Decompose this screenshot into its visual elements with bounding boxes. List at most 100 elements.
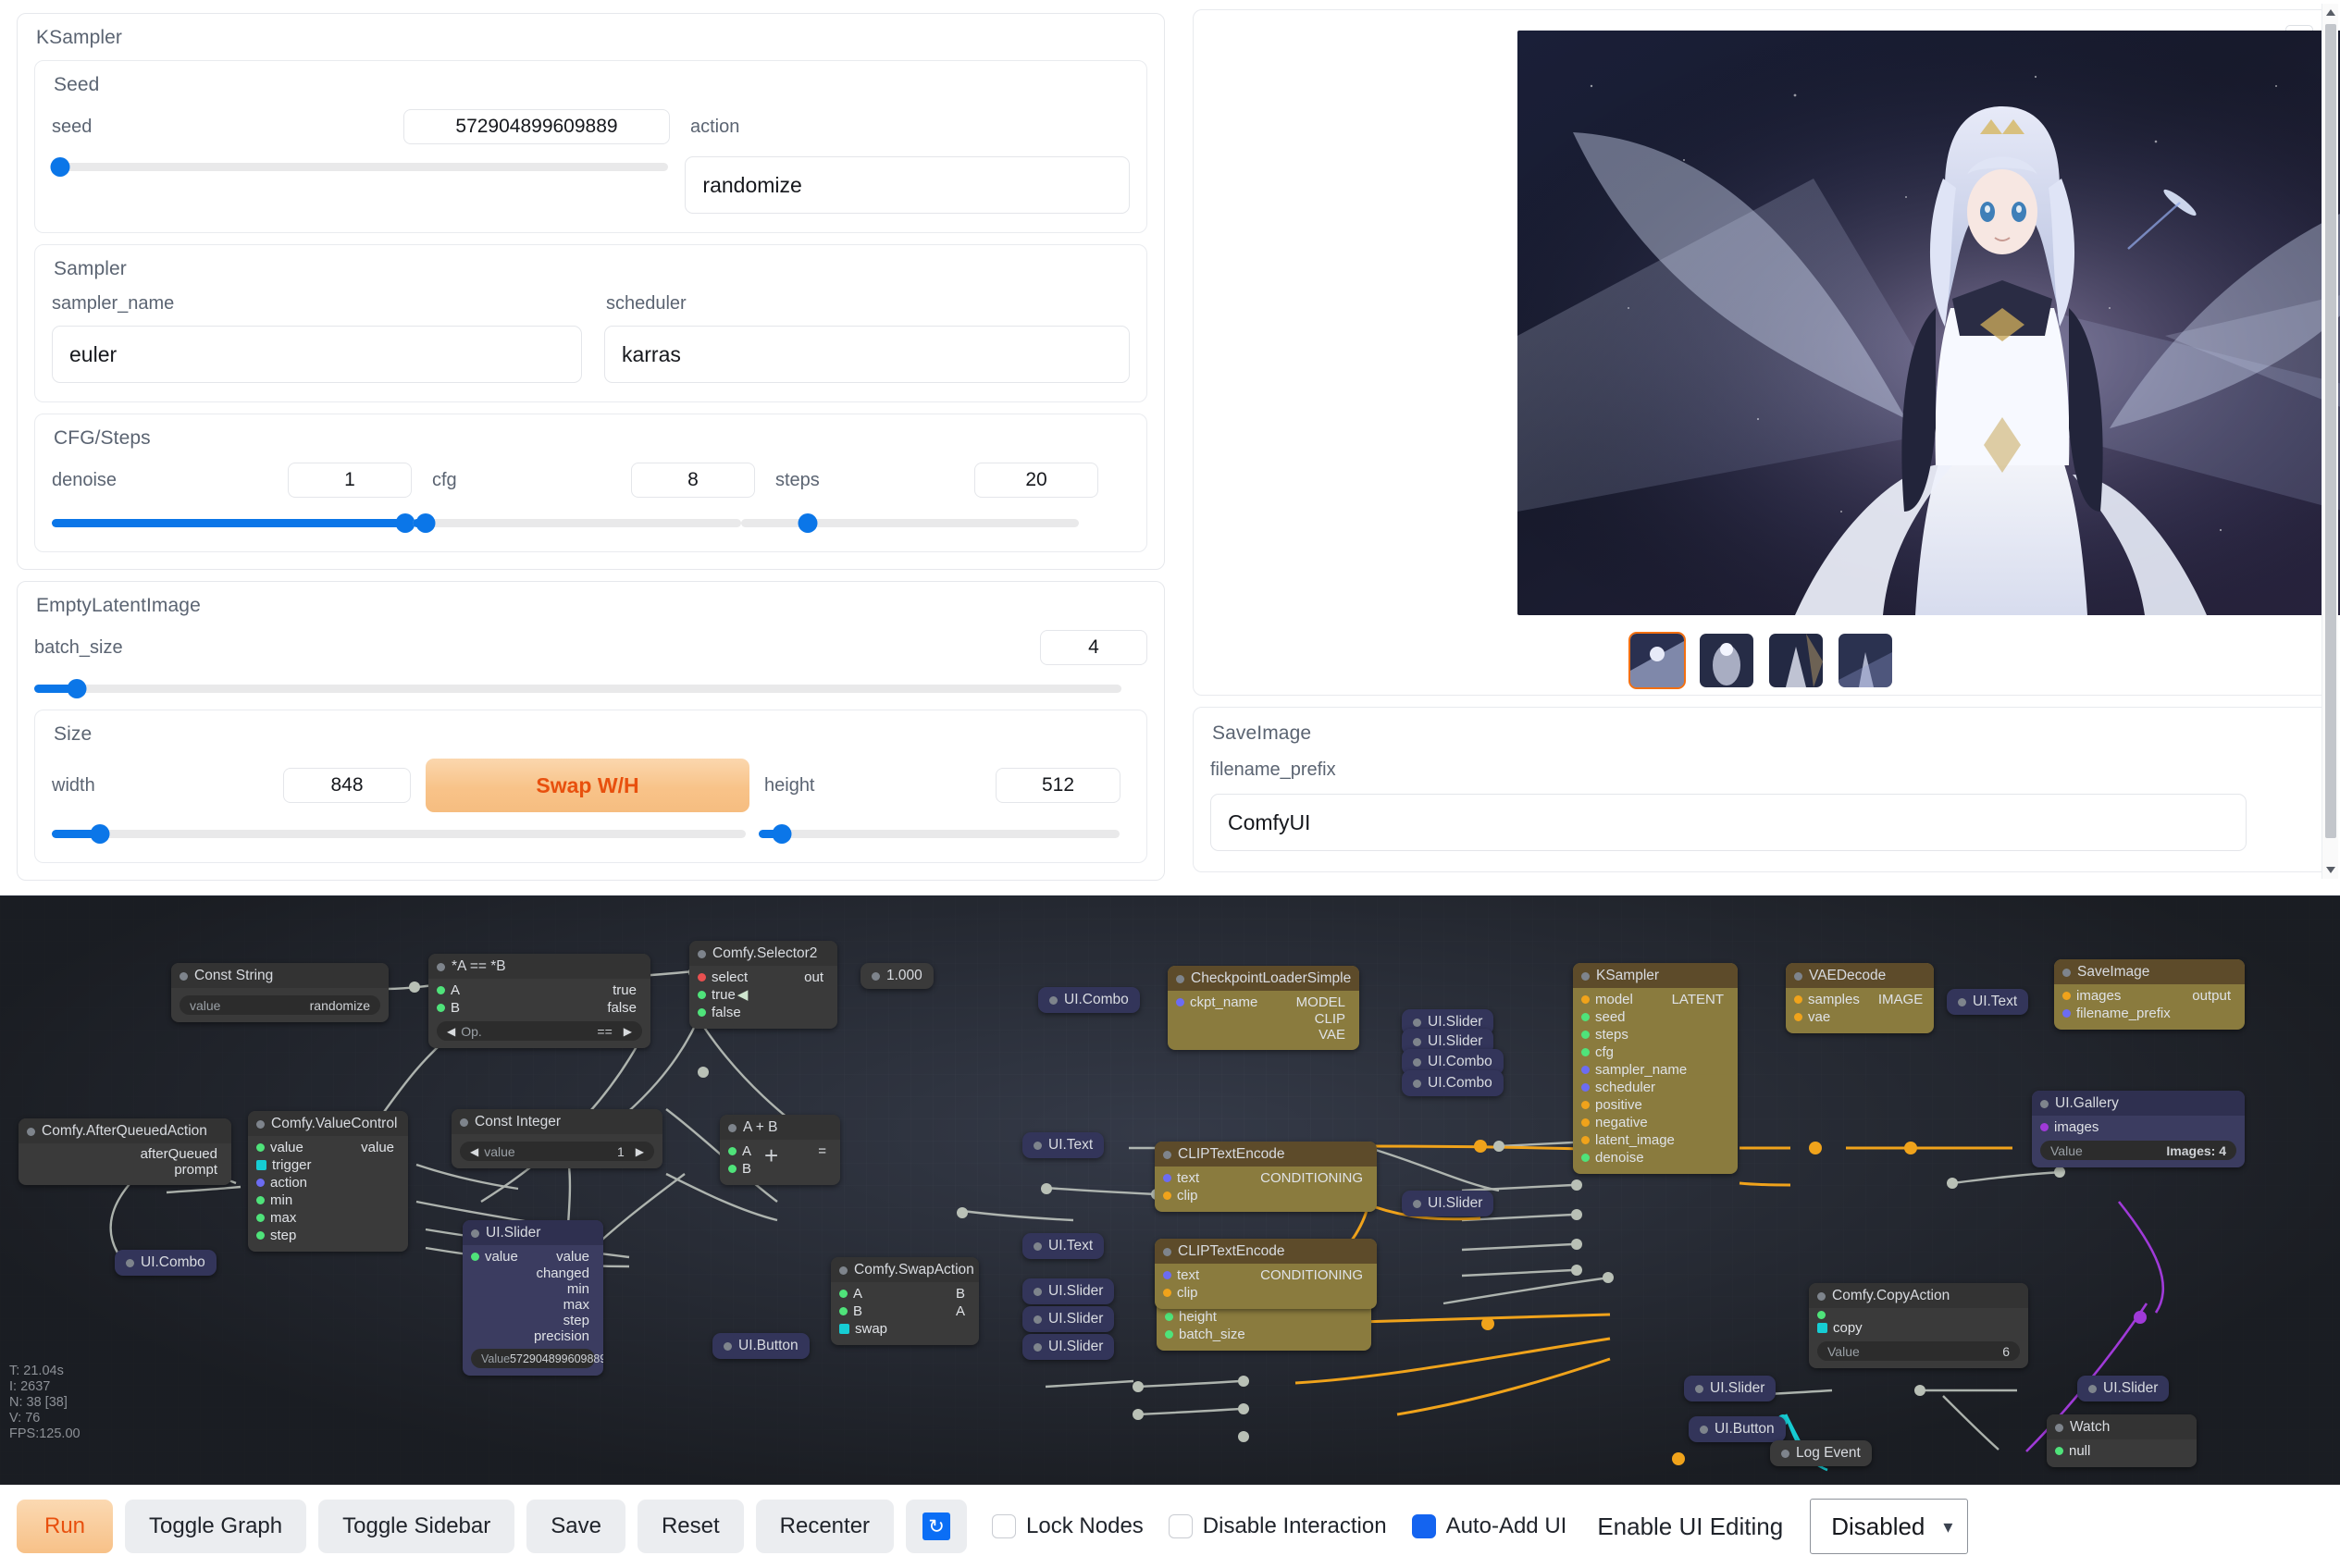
port-select[interactable]: select [712, 969, 749, 985]
node-collapse-icon[interactable] [1413, 1018, 1421, 1027]
node-collapse-icon[interactable] [1034, 1287, 1042, 1296]
port-value-in[interactable]: value [485, 1249, 518, 1265]
cfg-slider[interactable] [413, 512, 741, 533]
node-ui-slider-denoise[interactable]: UI.Slider [1402, 1191, 1494, 1216]
port-a-in[interactable]: A [853, 1286, 863, 1302]
node-collapse-icon[interactable] [2062, 968, 2071, 977]
node-value-control[interactable]: Comfy.ValueControl value value trigger a… [248, 1111, 408, 1252]
port-a[interactable]: A [451, 982, 461, 998]
panel-scrollbar[interactable] [2321, 4, 2338, 879]
node-compare[interactable]: *A == *B A true B false ◀ Op. == ▶ [428, 954, 650, 1048]
node-collapse-icon[interactable] [126, 1258, 134, 1267]
steps-slider[interactable] [741, 512, 1079, 533]
height-input[interactable]: 512 [996, 768, 1120, 803]
port-cfg[interactable]: cfg [1595, 1044, 1615, 1060]
checkbox-box[interactable] [1411, 1514, 1436, 1538]
ui-gallery-widget[interactable]: Value Images: 4 [2040, 1141, 2236, 1160]
action-select[interactable]: randomize [685, 156, 1130, 214]
port-clip[interactable]: clip [1177, 1188, 1198, 1204]
node-collapse-icon[interactable] [839, 1266, 848, 1275]
port-null[interactable]: null [2069, 1443, 2091, 1459]
node-ui-combo-ckpt[interactable]: UI.Combo [1038, 987, 1140, 1013]
node-collapse-icon[interactable] [1700, 1425, 1708, 1434]
node-ksampler[interactable]: KSampler model LATENT seed steps cfg sam… [1573, 963, 1738, 1174]
node-ui-button-swap[interactable]: UI.Button [712, 1333, 810, 1359]
port-vae[interactable]: VAE [1319, 1027, 1345, 1043]
node-log-event[interactable]: Log Event [1770, 1440, 1872, 1466]
node-collapse-icon[interactable] [1163, 1150, 1171, 1159]
node-ui-slider-width[interactable]: UI.Slider [1022, 1278, 1115, 1304]
port-output[interactable]: output [2192, 988, 2231, 1004]
port-copy[interactable]: copy [1833, 1320, 1863, 1336]
node-ui-text-positive[interactable]: UI.Text [1022, 1132, 1105, 1158]
scheduler-select[interactable]: karras [603, 326, 1130, 383]
node-collapse-icon[interactable] [1958, 997, 1966, 1006]
node-collapse-icon[interactable] [724, 1341, 732, 1351]
seed-slider[interactable] [50, 156, 669, 177]
node-collapse-icon[interactable] [437, 962, 445, 971]
port-max[interactable]: max [563, 1297, 589, 1313]
port-images[interactable]: images [2054, 1119, 2099, 1135]
node-collapse-icon[interactable] [728, 1123, 737, 1132]
chevron-right-icon[interactable]: ▶ [623, 1024, 632, 1038]
node-collapse-icon[interactable] [1413, 1037, 1421, 1046]
port-value-out[interactable]: value [556, 1249, 589, 1265]
node-swap-action[interactable]: Comfy.SwapAction A B B A swap [831, 1257, 979, 1345]
node-collapse-icon[interactable] [27, 1127, 35, 1136]
port-images[interactable]: images [2076, 988, 2122, 1004]
port-b[interactable]: B [451, 1000, 461, 1016]
port-value-in[interactable]: value [270, 1140, 303, 1155]
port-value-out[interactable]: value [361, 1140, 394, 1155]
node-ui-slider-height[interactable]: UI.Slider [1022, 1306, 1115, 1332]
port-trigger[interactable]: trigger [272, 1157, 312, 1173]
port-b-out[interactable]: B [955, 1286, 965, 1302]
node-collapse-icon[interactable] [2040, 1099, 2049, 1108]
batch-size-slider[interactable] [34, 678, 1121, 698]
port-seed[interactable]: seed [1595, 1009, 1626, 1025]
node-ui-combo-scheduler[interactable]: UI.Combo [1402, 1070, 1504, 1096]
thumbnail-0[interactable] [1628, 632, 1686, 689]
port-max[interactable]: max [270, 1210, 297, 1226]
port-afterqueued[interactable]: afterQueued [140, 1146, 217, 1162]
node-collapse-icon[interactable] [2055, 1423, 2063, 1432]
node-ui-text-negative[interactable]: UI.Text [1022, 1233, 1105, 1259]
port-height[interactable]: height [1179, 1309, 1217, 1325]
node-collapse-icon[interactable] [1781, 1449, 1789, 1458]
port-prompt[interactable]: prompt [174, 1162, 217, 1178]
port-action[interactable]: action [270, 1175, 308, 1191]
width-slider[interactable] [52, 823, 746, 844]
node-collapse-icon[interactable] [1049, 995, 1058, 1005]
port-text[interactable]: text [1177, 1267, 1200, 1283]
copy-action-widget[interactable]: Value 6 [1817, 1341, 2020, 1361]
swap-wh-button[interactable]: Swap W/H [426, 759, 749, 812]
node-selector-out-value[interactable]: 1.000 [860, 963, 934, 989]
node-checkpoint-loader[interactable]: CheckpointLoaderSimple ckpt_name MODEL C… [1168, 966, 1359, 1050]
node-collapse-icon[interactable] [256, 1119, 265, 1129]
recenter-button[interactable]: Recenter [755, 1500, 895, 1553]
port-positive[interactable]: positive [1595, 1097, 1642, 1113]
thumbnail-1[interactable] [1698, 632, 1755, 689]
port-min[interactable]: min [270, 1192, 293, 1208]
port-steps[interactable]: steps [1595, 1027, 1628, 1043]
const-integer-widget[interactable]: ◀ value 1 ▶ [460, 1142, 654, 1161]
node-collapse-icon[interactable] [1034, 1342, 1042, 1352]
port-latent-image[interactable]: latent_image [1595, 1132, 1675, 1148]
const-string-widget[interactable]: value randomize [180, 995, 380, 1015]
node-collapse-icon[interactable] [180, 971, 188, 981]
port-out[interactable]: out [804, 969, 823, 985]
port-out[interactable]: = [818, 1143, 826, 1159]
node-ui-button-copy[interactable]: UI.Button [1689, 1416, 1786, 1442]
node-collapse-icon[interactable] [1034, 1315, 1042, 1324]
node-collapse-icon[interactable] [1794, 971, 1802, 981]
width-input[interactable]: 848 [283, 768, 411, 803]
node-ui-slider-copy-dst[interactable]: UI.Slider [2077, 1376, 2170, 1401]
port-batch-size[interactable]: batch_size [1179, 1327, 1245, 1342]
port-model[interactable]: model [1595, 992, 1633, 1007]
port-model[interactable]: MODEL [1295, 994, 1345, 1010]
node-ui-slider-copy-src[interactable]: UI.Slider [1684, 1376, 1777, 1401]
reset-button[interactable]: Reset [637, 1500, 744, 1553]
port-clip[interactable]: clip [1177, 1285, 1198, 1301]
node-save-image[interactable]: SaveImage images output filename_prefix [2054, 959, 2245, 1030]
node-collapse-icon[interactable] [1176, 974, 1184, 983]
port-ckpt-name[interactable]: ckpt_name [1190, 994, 1258, 1010]
